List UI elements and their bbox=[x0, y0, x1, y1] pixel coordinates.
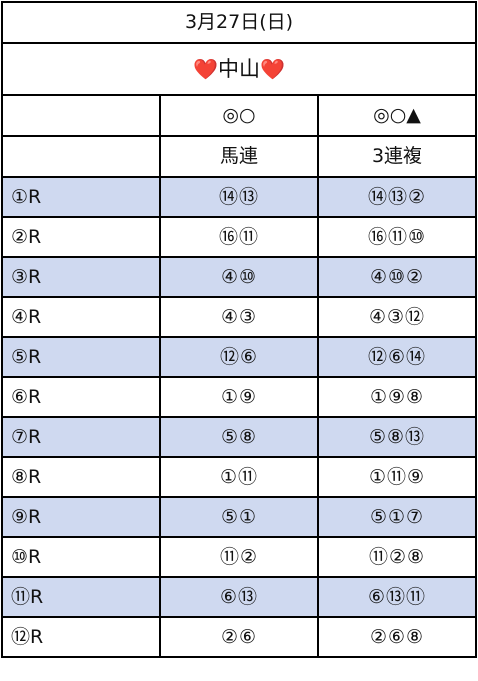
marks-header-sanrenpuku: ◎○▲ bbox=[317, 94, 477, 137]
sanrenpuku-pick: ⑥⑬⑪ bbox=[317, 576, 477, 618]
umaren-pick: ⑥⑬ bbox=[159, 576, 319, 618]
sanrenpuku-pick: ①⑨⑧ bbox=[317, 376, 477, 418]
race-rows: ①R ⑭⑬ ⑭⑬② ②R ⑯⑪ ⑯⑪⑩ ③R ④⑩ ④⑩② ④R ④③ ④③⑫ ⑤R ⑫⑥ ⑫⑥⑭ ⑥R ①⑨ ①… bbox=[1, 176, 477, 658]
race-number: ⑥R bbox=[1, 376, 161, 418]
date-cell: 3月27日(日) bbox=[1, 1, 477, 44]
umaren-pick: ⑤⑧ bbox=[159, 416, 319, 458]
sanrenpuku-pick: ⑫⑥⑭ bbox=[317, 336, 477, 378]
table-row: ⑦R ⑤⑧ ⑤⑧⑬ bbox=[1, 416, 477, 458]
sanrenpuku-pick: ⑤⑧⑬ bbox=[317, 416, 477, 458]
race-number: ⑨R bbox=[1, 496, 161, 538]
umaren-pick: ⑭⑬ bbox=[159, 176, 319, 218]
table-row: ⑨R ⑤① ⑤①⑦ bbox=[1, 496, 477, 538]
race-number: ⑤R bbox=[1, 336, 161, 378]
table-row: ⑧R ①⑪ ①⑪⑨ bbox=[1, 456, 477, 498]
prediction-table: 3月27日(日) ❤️中山❤️ ◎○ ◎○▲ 馬連 3連複 ①R ⑭⑬ ⑭⑬② ②R ⑯… bbox=[1, 1, 477, 658]
race-number: ③R bbox=[1, 256, 161, 298]
umaren-pick: ⑪② bbox=[159, 536, 319, 578]
table-row: ⑪R ⑥⑬ ⑥⑬⑪ bbox=[1, 576, 477, 618]
marks-header-umaren: ◎○ bbox=[159, 94, 319, 137]
bet-type-sanrenpuku: 3連複 bbox=[317, 135, 477, 178]
bet-type-row: 馬連 3連複 bbox=[1, 135, 477, 178]
table-row: ⑩R ⑪② ⑪②⑧ bbox=[1, 536, 477, 578]
sanrenpuku-pick: ①⑪⑨ bbox=[317, 456, 477, 498]
venue-name: 中山 bbox=[218, 56, 260, 81]
table-row: ⑫R ②⑥ ②⑥⑧ bbox=[1, 616, 477, 658]
table-row: ④R ④③ ④③⑫ bbox=[1, 296, 477, 338]
race-number: ⑫R bbox=[1, 616, 161, 658]
race-number: ⑩R bbox=[1, 536, 161, 578]
venue-cell: ❤️中山❤️ bbox=[1, 42, 477, 96]
date-row: 3月27日(日) bbox=[1, 1, 477, 44]
umaren-pick: ⑫⑥ bbox=[159, 336, 319, 378]
race-number: ②R bbox=[1, 216, 161, 258]
sanrenpuku-pick: ⑤①⑦ bbox=[317, 496, 477, 538]
umaren-pick: ①⑪ bbox=[159, 456, 319, 498]
table-row: ⑤R ⑫⑥ ⑫⑥⑭ bbox=[1, 336, 477, 378]
marks-row: ◎○ ◎○▲ bbox=[1, 94, 477, 137]
umaren-pick: ②⑥ bbox=[159, 616, 319, 658]
sanrenpuku-pick: ⑪②⑧ bbox=[317, 536, 477, 578]
race-number: ①R bbox=[1, 176, 161, 218]
umaren-pick: ⑤① bbox=[159, 496, 319, 538]
table-row: ⑥R ①⑨ ①⑨⑧ bbox=[1, 376, 477, 418]
umaren-pick: ④③ bbox=[159, 296, 319, 338]
table-row: ③R ④⑩ ④⑩② bbox=[1, 256, 477, 298]
empty-cell bbox=[1, 135, 161, 178]
sanrenpuku-pick: ④⑩② bbox=[317, 256, 477, 298]
venue-row: ❤️中山❤️ bbox=[1, 42, 477, 96]
race-number: ④R bbox=[1, 296, 161, 338]
race-number: ⑪R bbox=[1, 576, 161, 618]
umaren-pick: ④⑩ bbox=[159, 256, 319, 298]
heart-icon: ❤️ bbox=[193, 56, 218, 81]
bet-type-umaren: 馬連 bbox=[159, 135, 319, 178]
sanrenpuku-pick: ②⑥⑧ bbox=[317, 616, 477, 658]
race-number: ⑧R bbox=[1, 456, 161, 498]
table-row: ①R ⑭⑬ ⑭⑬② bbox=[1, 176, 477, 218]
umaren-pick: ⑯⑪ bbox=[159, 216, 319, 258]
empty-cell bbox=[1, 94, 161, 137]
table-row: ②R ⑯⑪ ⑯⑪⑩ bbox=[1, 216, 477, 258]
sanrenpuku-pick: ⑯⑪⑩ bbox=[317, 216, 477, 258]
heart-icon: ❤️ bbox=[260, 56, 285, 81]
umaren-pick: ①⑨ bbox=[159, 376, 319, 418]
sanrenpuku-pick: ⑭⑬② bbox=[317, 176, 477, 218]
sanrenpuku-pick: ④③⑫ bbox=[317, 296, 477, 338]
race-number: ⑦R bbox=[1, 416, 161, 458]
